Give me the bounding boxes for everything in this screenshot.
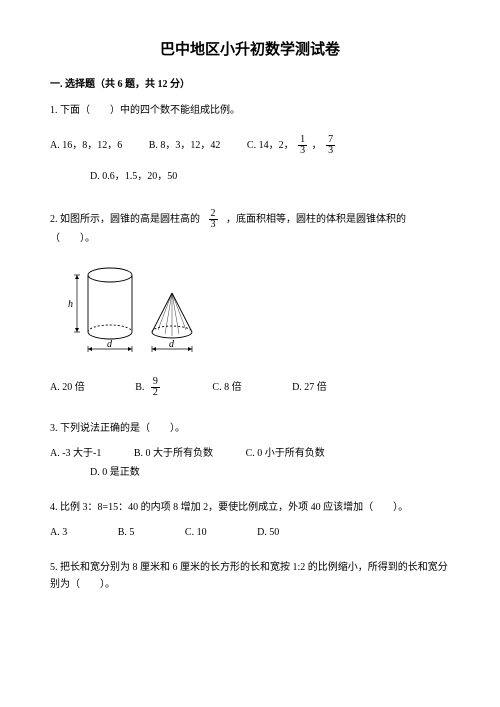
q1-opt-b: B. 8，3，12，42 — [149, 137, 221, 154]
q1-opt-a: A. 16，8，12，6 — [50, 137, 122, 154]
q1-optc-prefix: C. 14，2， — [247, 140, 294, 151]
q4-opt-c: C. 10 — [185, 524, 207, 541]
q2-opt-b: B. 9 2 — [135, 377, 162, 398]
q3-opt-b: B. 0 大于所有负数 — [134, 445, 213, 462]
question-5: 5. 把长和宽分别为 8 厘米和 6 厘米的长方形的长和宽按 1:2 的比例缩小… — [50, 559, 450, 593]
q1-stem: 1. 下面（ ）中的四个数不能组成比例。 — [50, 102, 450, 119]
cylinder-cone-diagram: h d — [60, 257, 210, 357]
q2-figure: h d — [60, 257, 450, 363]
q4-opt-d: D. 50 — [257, 524, 279, 541]
q4-opt-a: A. 3 — [50, 524, 67, 541]
page-title: 巴中地区小升初数学测试卷 — [50, 38, 450, 59]
d-label-2: d — [169, 339, 175, 350]
fraction: 2 3 — [209, 209, 218, 230]
q2-opt-c: C. 8 倍 — [212, 379, 241, 396]
question-2: 2. 如图所示，圆锥的高是圆柱高的 2 3 ，底面积相等，圆柱的体积是圆锥体积的… — [50, 209, 450, 398]
section-header: 一. 选择题（共 6 题，共 12 分） — [50, 75, 450, 90]
d-label-1: d — [107, 339, 113, 350]
q2-opt-a: A. 20 倍 — [50, 379, 85, 396]
fraction: 9 2 — [151, 377, 160, 398]
question-3: 3. 下列说法正确的是（ ）。 A. -3 大于-1 B. 0 大于所有负数 C… — [50, 420, 450, 481]
q5-stem: 5. 把长和宽分别为 8 厘米和 6 厘米的长方形的长和宽按 1:2 的比例缩小… — [50, 559, 450, 593]
q3-opt-a: A. -3 大于-1 — [50, 445, 101, 462]
h-label: h — [68, 299, 73, 310]
q4-stem: 4. 比例 3：8=15：40 的内项 8 增加 2，要使比例成立，外项 40 … — [50, 499, 450, 516]
q4-opt-b: B. 5 — [118, 524, 135, 541]
q2-opt-d: D. 27 倍 — [292, 379, 327, 396]
q3-stem: 3. 下列说法正确的是（ ）。 — [50, 420, 450, 437]
q3-opt-c: C. 0 小于所有负数 — [246, 445, 325, 462]
fraction: 1 3 — [298, 135, 307, 156]
question-1: 1. 下面（ ）中的四个数不能组成比例。 A. 16，8，12，6 B. 8，3… — [50, 102, 450, 185]
q3-opt-d: D. 0 是正数 — [90, 464, 140, 481]
q2-stem: 2. 如图所示，圆锥的高是圆柱高的 2 3 ，底面积相等，圆柱的体积是圆锥体积的… — [50, 209, 450, 247]
q1-opt-c: C. 14，2， 1 3 ， 7 3 — [247, 135, 337, 156]
q1-opt-d: D. 0.6，1.5，20，50 — [90, 168, 177, 185]
question-4: 4. 比例 3：8=15：40 的内项 8 增加 2，要使比例成立，外项 40 … — [50, 499, 450, 541]
fraction: 7 3 — [326, 135, 335, 156]
